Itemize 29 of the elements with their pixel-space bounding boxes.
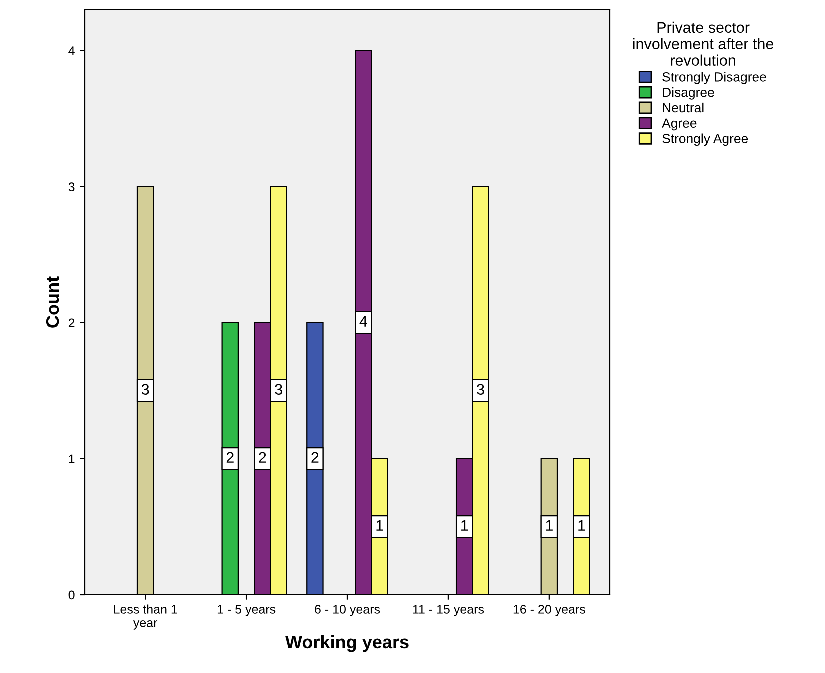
- x-tick-label: 16 - 20 years: [514, 605, 586, 616]
- legend-label: Agree: [662, 118, 697, 131]
- legend-label: Strongly Agree: [662, 134, 748, 146]
- legend-title: Private sector involvement after the revolution: [633, 22, 774, 66]
- y-tick-label: 4: [68, 46, 75, 56]
- y-tick-label: 1: [69, 454, 75, 464]
- x-tick-label: 6 - 10 years: [315, 605, 380, 616]
- data-label: 4: [360, 316, 368, 327]
- y-tick-label: 2: [68, 318, 75, 328]
- data-label: 2: [226, 452, 234, 463]
- x-tick-label: 1 - 5 years: [218, 605, 276, 616]
- data-label: 2: [312, 452, 319, 463]
- legend-label: Neutral: [663, 102, 704, 113]
- data-label: 2: [259, 452, 266, 463]
- data-label: 3: [275, 384, 282, 396]
- y-tick-label: 0: [68, 590, 75, 600]
- y-axis-title: Count: [46, 276, 60, 328]
- y-tick-label: 3: [68, 182, 75, 192]
- data-label: 1: [578, 520, 586, 531]
- data-label: 1: [376, 520, 384, 531]
- legend-label: Strongly Disagree: [662, 72, 766, 84]
- x-axis-title: Working years: [285, 635, 409, 652]
- data-label: 3: [477, 384, 484, 396]
- legend-label: Disagree: [663, 88, 714, 100]
- x-tick-label: 11 - 15 years: [413, 605, 484, 616]
- data-label: 1: [462, 520, 468, 531]
- x-tick-label: Less than 1 year: [114, 604, 178, 630]
- data-label: 3: [142, 384, 150, 396]
- data-label: 1: [546, 520, 553, 531]
